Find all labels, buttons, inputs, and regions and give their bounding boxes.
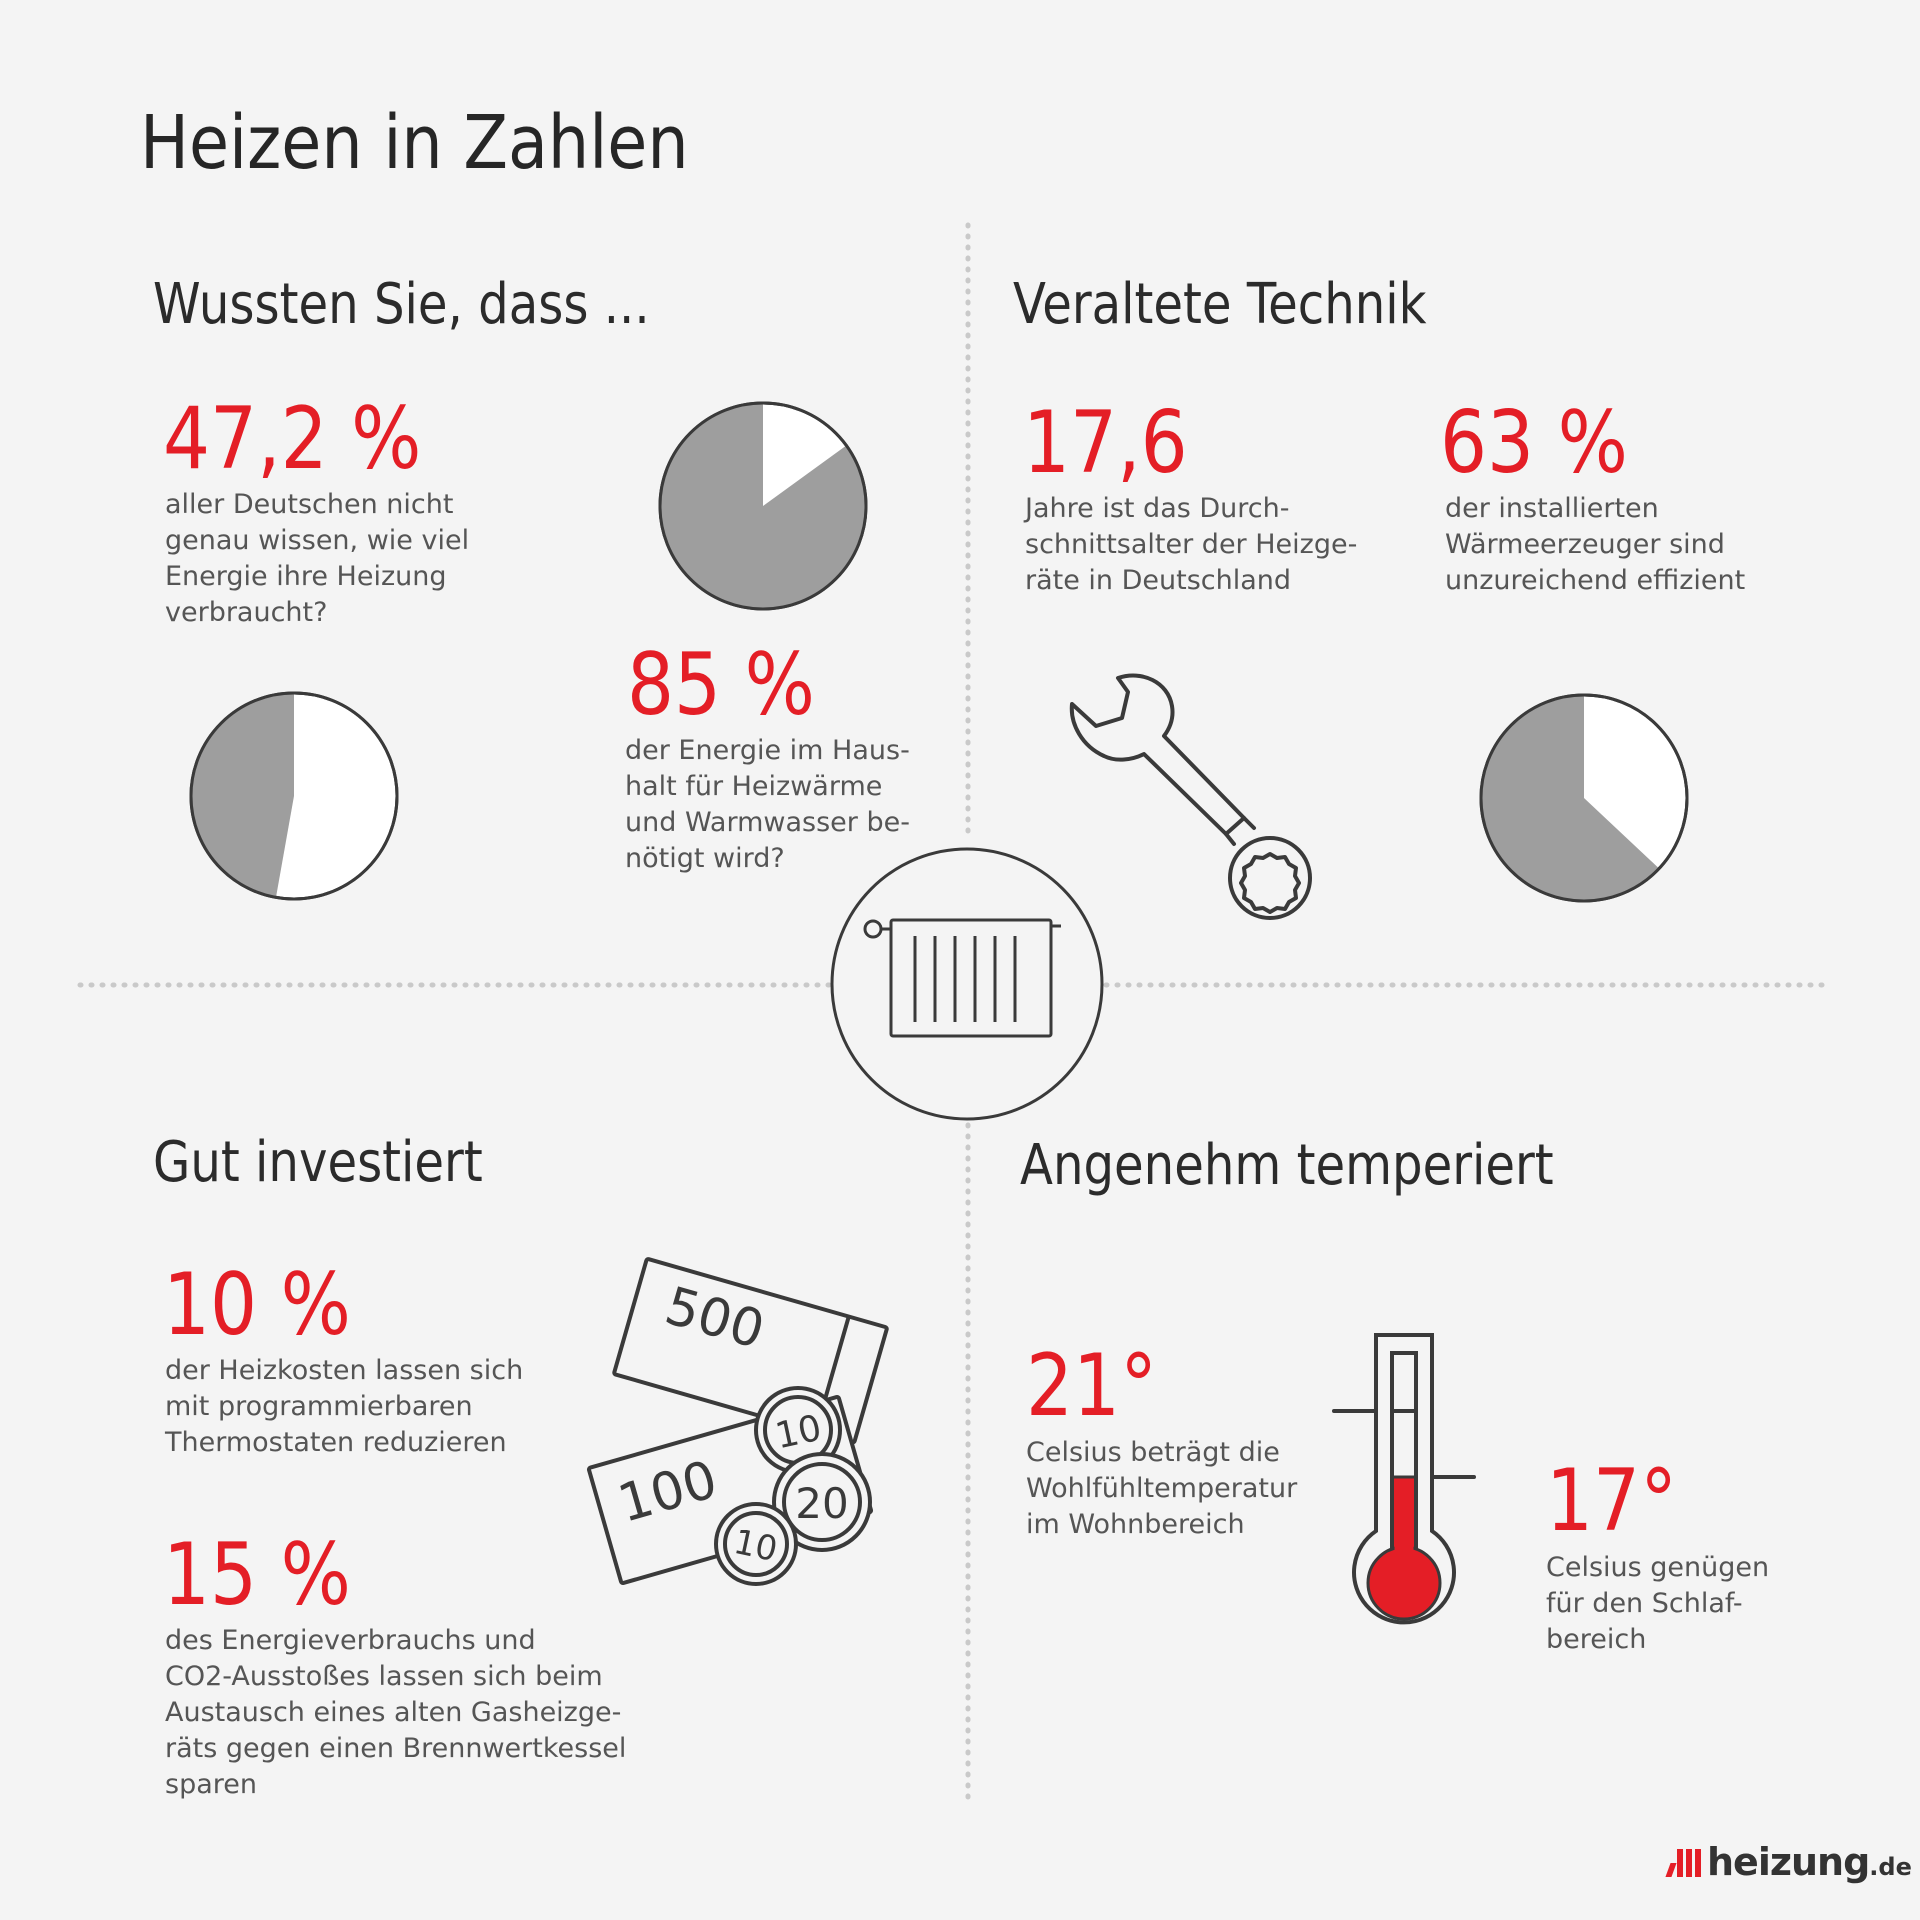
stat-value-21: 21° (1026, 1336, 1158, 1436)
section-heading-investiert: Gut investiert (153, 1130, 483, 1195)
pie-slice-63 (1480, 695, 1660, 901)
coin-20: 20 (772, 1452, 872, 1552)
logo-tld: .de (1869, 1853, 1912, 1881)
stat-value-15: 15 % (163, 1525, 351, 1625)
stat-desc-10: der Heizkosten lassen sich mit programmi… (165, 1355, 524, 1458)
stat-value-17-6: 17,6 (1023, 393, 1188, 493)
pie-chart-47 (189, 691, 399, 901)
stat-desc-63: der installierten Wärmeerzeuger sind unz… (1445, 493, 1746, 596)
stat-desc-85: der Energie im Haus- halt für Heizwärme … (625, 735, 910, 874)
svg-text:20: 20 (795, 1479, 848, 1528)
radiator-icon (830, 847, 1104, 1121)
stat-desc-17-6: Jahre ist das Durch- schnittsalter der H… (1025, 493, 1358, 596)
coin-10-bottom: 10 (714, 1502, 798, 1586)
stat-value-63: 63 % (1440, 393, 1628, 493)
pie-slice-47 (190, 693, 294, 898)
section-heading-veraltet: Veraltete Technik (1013, 272, 1427, 337)
money-icon: 500 100 10 20 10 (586, 1257, 889, 1586)
page-title: Heizen in Zahlen (140, 100, 689, 186)
pie-chart-63 (1479, 693, 1689, 903)
thermometer-icon (1332, 1333, 1476, 1625)
wrench-icon (1069, 673, 1312, 920)
svg-text:10: 10 (730, 1522, 781, 1570)
stat-desc-17: Celsius genügen für den Schlaf- bereich (1546, 1552, 1770, 1655)
brand-logo[interactable]: heizung .de (1665, 1840, 1912, 1884)
svg-text:10: 10 (772, 1408, 825, 1458)
section-heading-wussten: Wussten Sie, dass ... (153, 272, 650, 337)
stat-value-47: 47,2 % (163, 389, 422, 489)
stat-desc-47: aller Deutschen nicht genau wissen, wie … (165, 489, 470, 628)
stat-value-17: 17° (1546, 1451, 1678, 1551)
stat-desc-15: des Energieverbrauchs und CO2-Ausstoßes … (165, 1625, 627, 1800)
stat-value-85: 85 % (627, 635, 815, 735)
logo-mark-icon (1665, 1847, 1701, 1877)
stat-desc-21: Celsius beträgt die Wohlfühltemperatur i… (1026, 1437, 1298, 1540)
section-heading-temperiert: Angenehm temperiert (1020, 1133, 1554, 1198)
pie-chart-85 (658, 401, 868, 611)
logo-name: heizung (1707, 1840, 1870, 1884)
stat-value-10: 10 % (163, 1255, 351, 1355)
pie-slice-85 (659, 403, 866, 609)
